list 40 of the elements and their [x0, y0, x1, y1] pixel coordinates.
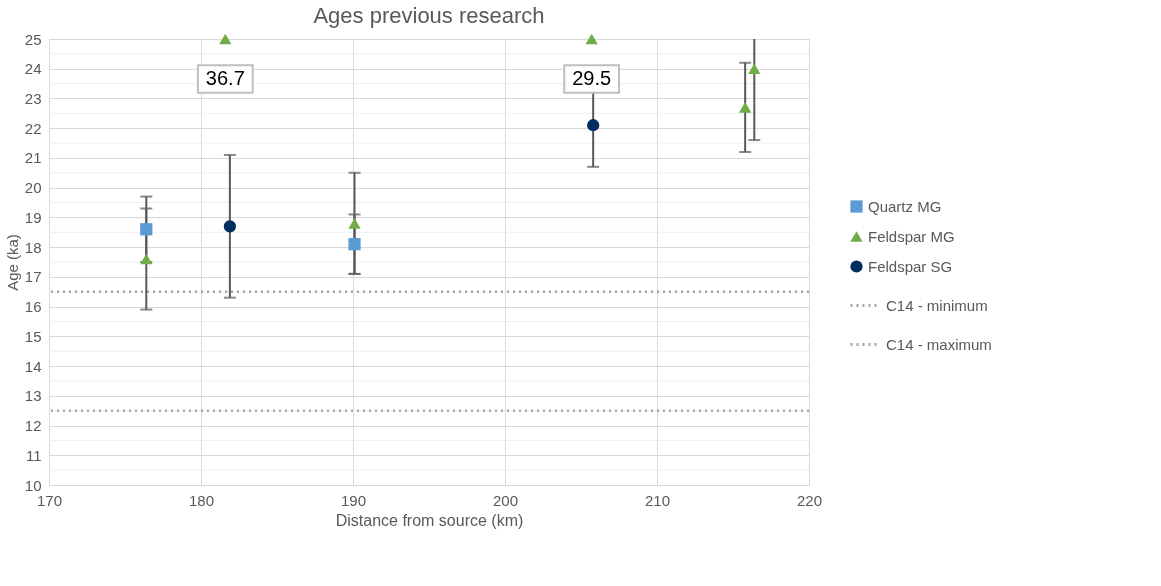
y-tick-label: 16: [24, 298, 42, 316]
x-tick-label: 190: [340, 491, 367, 509]
y-tick-label: 25: [24, 30, 42, 48]
y-tick-label: 17: [24, 268, 42, 286]
legend-label: Feldspar SG: [868, 257, 953, 275]
x-tick-label: 210: [644, 491, 671, 509]
legend-label: C14 - maximum: [886, 335, 992, 353]
point: [140, 253, 153, 265]
x-tick-label: 180: [188, 491, 215, 509]
x-tick-label: 170: [36, 491, 63, 509]
y-tick-label: 12: [24, 417, 42, 435]
legend-label: Quartz MG: [868, 197, 942, 215]
point: [223, 220, 236, 233]
point: [348, 218, 361, 229]
y-tick-label: 15: [24, 327, 42, 345]
x-tick-label: 220: [796, 491, 823, 509]
point: [739, 102, 752, 113]
y-tick-label: 11: [25, 446, 42, 464]
y-tick-label: 14: [24, 357, 42, 375]
point: [748, 63, 761, 75]
annotation: 36.7: [205, 67, 245, 89]
y-tick-label: 20: [24, 179, 42, 197]
point: [348, 238, 361, 251]
y-tick-label: 22: [24, 119, 42, 137]
y-tick-label: 24: [24, 60, 42, 78]
point: [587, 119, 600, 132]
y-axis-title: Age (ka): [3, 234, 21, 291]
legend-label: C14 - minimum: [886, 296, 988, 314]
chart-title: Ages previous research: [313, 3, 545, 28]
y-tick-label: 13: [24, 387, 42, 405]
y-tick-label: 18: [24, 238, 42, 256]
y-tick-label: 23: [24, 89, 42, 107]
y-tick-label: 19: [24, 208, 42, 226]
legend-label: Feldspar MG: [868, 227, 955, 245]
x-axis-title: Distance from source (km): [335, 511, 524, 529]
annotation: 29.5: [572, 67, 612, 89]
point: [140, 223, 153, 236]
y-tick-label: 10: [24, 476, 42, 494]
y-tick-label: 21: [24, 149, 42, 167]
x-tick-label: 200: [492, 491, 519, 509]
